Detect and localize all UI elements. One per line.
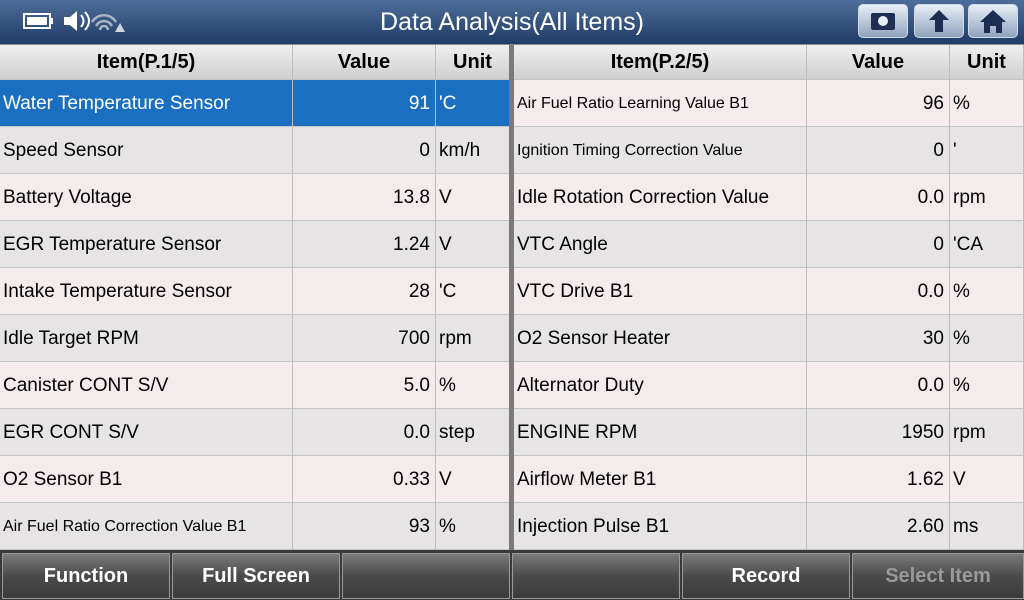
item-unit: 'C <box>436 268 510 315</box>
item-name[interactable]: Airflow Meter B1 <box>514 456 807 503</box>
item-unit: rpm <box>436 315 510 362</box>
item-unit: V <box>436 456 510 503</box>
item-value: 1950 <box>807 409 950 456</box>
item-unit: % <box>950 362 1024 409</box>
item-value: 0 <box>807 221 950 268</box>
item-name[interactable]: Water Temperature Sensor <box>0 80 293 127</box>
item-value: 0.0 <box>807 362 950 409</box>
item-unit: % <box>436 362 510 409</box>
item-unit: V <box>436 221 510 268</box>
item-name[interactable]: VTC Angle <box>514 221 807 268</box>
item-value: 1.24 <box>293 221 436 268</box>
item-name[interactable]: Air Fuel Ratio Correction Value B1 <box>0 503 293 550</box>
item-name[interactable]: Alternator Duty <box>514 362 807 409</box>
item-unit: % <box>950 268 1024 315</box>
item-value: 0.0 <box>293 409 436 456</box>
item-name[interactable]: Idle Rotation Correction Value <box>514 174 807 221</box>
item-value: 30 <box>807 315 950 362</box>
item-name[interactable]: Injection Pulse B1 <box>514 503 807 550</box>
divider <box>509 45 514 550</box>
function-button[interactable]: Function <box>2 553 170 599</box>
home-icon <box>980 10 1006 33</box>
item-name[interactable]: Canister CONT S/V <box>0 362 293 409</box>
empty-button <box>512 553 680 599</box>
data-table: Item(P.2/5) Value Unit Air Fuel Ratio Learn… <box>514 45 1024 550</box>
item-unit: % <box>950 80 1024 127</box>
snapshot-button[interactable] <box>858 4 908 38</box>
column-header: Unit <box>950 45 1024 80</box>
item-name[interactable]: EGR Temperature Sensor <box>0 221 293 268</box>
item-unit: 'CA <box>950 221 1024 268</box>
item-unit: % <box>436 503 510 550</box>
back-button[interactable] <box>914 4 964 38</box>
item-name[interactable]: Air Fuel Ratio Learning Value B1 <box>514 80 807 127</box>
item-name[interactable]: Ignition Timing Correction Value <box>514 127 807 174</box>
home-button[interactable] <box>968 4 1018 38</box>
item-value: 0.0 <box>807 174 950 221</box>
item-name[interactable]: ENGINE RPM <box>514 409 807 456</box>
item-value: 93 <box>293 503 436 550</box>
snapshot-icon <box>871 13 895 30</box>
item-value: 0.33 <box>293 456 436 503</box>
title: Data Analysis(All Items) <box>380 8 644 36</box>
empty-button <box>342 553 510 599</box>
column-header: Unit <box>436 45 510 80</box>
select-item-button[interactable]: Select Item <box>852 553 1024 599</box>
item-unit: V <box>950 456 1024 503</box>
item-unit: rpm <box>950 409 1024 456</box>
item-value: 0 <box>293 127 436 174</box>
header-bar: Data Analysis(All Items) <box>0 0 1024 44</box>
back-icon <box>929 10 949 32</box>
status-icons <box>23 11 125 32</box>
item-value: 1.62 <box>807 456 950 503</box>
item-unit: V <box>436 174 510 221</box>
item-value: 91 <box>293 80 436 127</box>
item-unit: ms <box>950 503 1024 550</box>
data-table: Item(P.1/5) Value Unit Water Temperature Se… <box>0 45 510 550</box>
item-value: 13.8 <box>293 174 436 221</box>
item-value: 5.0 <box>293 362 436 409</box>
item-name[interactable]: O2 Sensor B1 <box>0 456 293 503</box>
column-header: Value <box>807 45 950 80</box>
column-header: Item(P.1/5) <box>0 45 293 80</box>
item-unit: rpm <box>950 174 1024 221</box>
item-value: 700 <box>293 315 436 362</box>
item-value: 28 <box>293 268 436 315</box>
item-value: 2.60 <box>807 503 950 550</box>
item-unit: step <box>436 409 510 456</box>
item-name[interactable]: Speed Sensor <box>0 127 293 174</box>
item-unit: 'C <box>436 80 510 127</box>
item-unit: % <box>950 315 1024 362</box>
item-name[interactable]: Battery Voltage <box>0 174 293 221</box>
item-value: 0.0 <box>807 268 950 315</box>
full-screen-button[interactable]: Full Screen <box>172 553 340 599</box>
item-name[interactable]: EGR CONT S/V <box>0 409 293 456</box>
column-header: Item(P.2/5) <box>514 45 807 80</box>
item-name[interactable]: VTC Drive B1 <box>514 268 807 315</box>
item-value: 96 <box>807 80 950 127</box>
item-name[interactable]: O2 Sensor Heater <box>514 315 807 362</box>
item-unit: km/h <box>436 127 510 174</box>
item-unit: ' <box>950 127 1024 174</box>
item-name[interactable]: Intake Temperature Sensor <box>0 268 293 315</box>
record-button[interactable]: Record <box>682 553 850 599</box>
column-header: Value <box>293 45 436 80</box>
item-name[interactable]: Idle Target RPM <box>0 315 293 362</box>
item-value: 0 <box>807 127 950 174</box>
